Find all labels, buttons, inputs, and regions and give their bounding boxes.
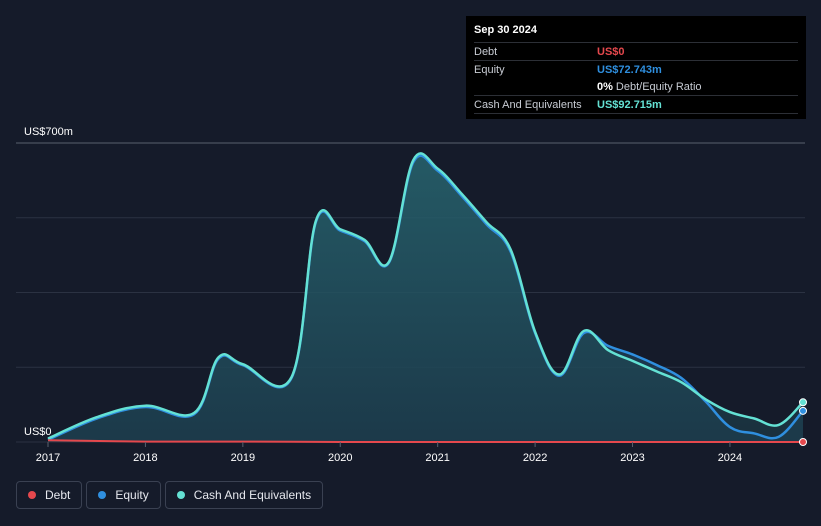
tooltip-cash-value: US$92.715m xyxy=(597,98,662,111)
x-tick-label: 2024 xyxy=(718,452,742,464)
legend-cash-dot-icon xyxy=(176,491,185,499)
legend-cash-label: Cash And Equivalents xyxy=(193,488,312,502)
legend: Debt Equity Cash And Equivalents xyxy=(16,481,324,509)
tooltip-debt-value: US$0 xyxy=(597,45,625,58)
x-tick-label: 2021 xyxy=(425,452,449,464)
tooltip-row-cash: Cash And Equivalents US$92.715m xyxy=(474,95,798,114)
y-axis-top-label: US$700m xyxy=(24,126,73,138)
legend-item-cash[interactable]: Cash And Equivalents xyxy=(164,481,324,509)
tooltip-row-debt: Debt US$0 xyxy=(474,42,798,60)
equity-end-marker xyxy=(799,406,807,415)
legend-debt-dot-icon xyxy=(28,491,36,499)
debt-end-marker xyxy=(799,438,807,446)
x-tick-label: 2022 xyxy=(523,452,547,464)
x-tick-label: 2017 xyxy=(36,452,60,464)
x-tick-label: 2023 xyxy=(620,452,644,464)
x-axis-ticks: 2017 2018 2019 2020 2021 2022 2023 2024 xyxy=(36,442,742,464)
tooltip-row-ratio: 0% Debt/Equity Ratio xyxy=(474,78,798,95)
tooltip-ratio-label: Debt/Equity Ratio xyxy=(615,80,702,93)
x-tick-label: 2020 xyxy=(328,452,352,464)
cash-and-equivalents-line xyxy=(47,152,804,440)
tooltip-debt-label: Debt xyxy=(474,45,498,58)
y-axis-bottom-label: US$0 xyxy=(24,426,52,438)
x-tick-label: 2018 xyxy=(133,452,157,464)
tooltip-panel: Sep 30 2024 Debt US$0 Equity US$72.743m … xyxy=(466,16,806,119)
tooltip-cash-label: Cash And Equivalents xyxy=(474,98,582,111)
x-tick-label: 2019 xyxy=(231,452,255,464)
legend-item-debt[interactable]: Debt xyxy=(16,481,83,509)
tooltip-equity-label: Equity xyxy=(474,63,505,76)
legend-debt-label: Debt xyxy=(45,488,71,502)
tooltip-row-equity: Equity US$72.743m xyxy=(474,60,798,78)
legend-item-equity[interactable]: Equity xyxy=(86,481,161,509)
cash-and-equivalents-end-marker xyxy=(799,398,807,407)
legend-equity-dot-icon xyxy=(98,491,107,499)
tooltip-equity-value: US$72.743m xyxy=(597,63,662,76)
legend-equity-label: Equity xyxy=(115,488,149,502)
tooltip-ratio-percent: 0% xyxy=(597,80,613,93)
plot-areas xyxy=(48,153,803,442)
cash-and-equivalents-area xyxy=(48,153,803,442)
end-markers xyxy=(799,398,807,446)
tooltip-date: Sep 30 2024 xyxy=(474,24,537,36)
